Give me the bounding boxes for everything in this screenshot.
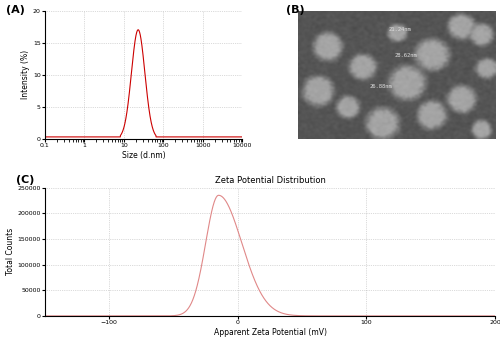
Text: 26.88nm: 26.88nm: [369, 84, 392, 88]
Text: (B): (B): [286, 5, 304, 15]
X-axis label: Size (d.nm): Size (d.nm): [122, 151, 166, 160]
Text: (C): (C): [16, 175, 34, 185]
Y-axis label: Total Counts: Total Counts: [6, 228, 15, 276]
Text: (A): (A): [6, 5, 25, 15]
Y-axis label: Intensity (%): Intensity (%): [21, 50, 30, 99]
Text: 21.24nm: 21.24nm: [389, 27, 411, 32]
Text: 28.62nm: 28.62nm: [395, 53, 417, 58]
X-axis label: Apparent Zeta Potential (mV): Apparent Zeta Potential (mV): [214, 328, 326, 337]
Title: Zeta Potential Distribution: Zeta Potential Distribution: [214, 177, 326, 185]
